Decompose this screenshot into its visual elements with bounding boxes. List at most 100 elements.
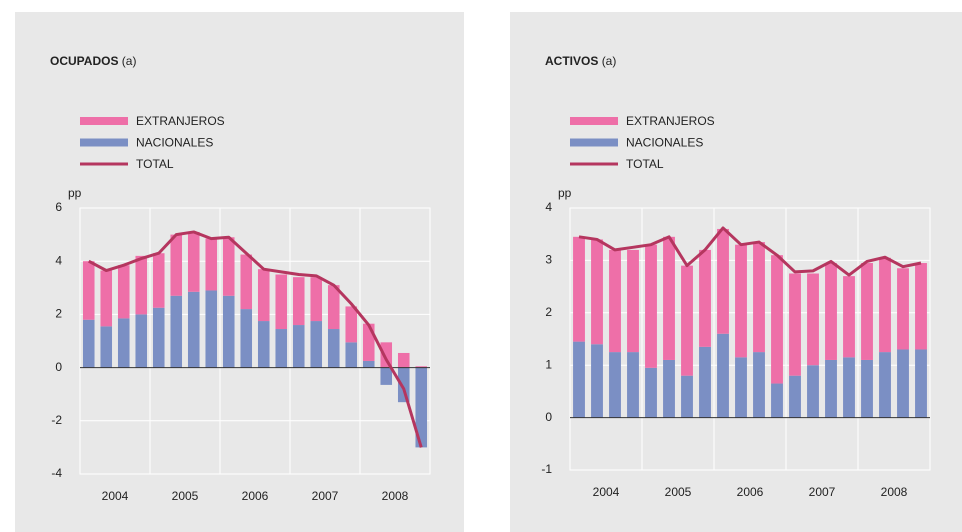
- bar: [627, 352, 639, 418]
- chart-title-main: OCUPADOS: [50, 54, 118, 68]
- bar: [152, 253, 165, 308]
- bar: [345, 306, 358, 343]
- bar: [380, 367, 393, 385]
- legend-swatch: [80, 117, 128, 125]
- bar: [735, 357, 747, 418]
- bar: [292, 277, 305, 326]
- x-tick-label: 2006: [242, 489, 269, 503]
- bar: [879, 257, 891, 353]
- y-tick-label: 6: [55, 200, 62, 214]
- chart-title-note: (a): [122, 54, 137, 68]
- bar: [753, 242, 765, 353]
- bar: [699, 346, 711, 418]
- bar: [807, 365, 819, 418]
- bar: [771, 383, 783, 418]
- bar: [717, 228, 729, 334]
- bar: [681, 375, 693, 418]
- bar: [380, 342, 393, 368]
- legend-swatch: [570, 117, 618, 125]
- bar: [573, 236, 585, 342]
- bar: [591, 239, 603, 345]
- y-tick-label: -4: [51, 466, 62, 480]
- bar: [82, 319, 95, 368]
- legend-label: NACIONALES: [136, 136, 213, 150]
- bar: [663, 236, 675, 360]
- bar: [609, 352, 621, 418]
- x-tick-label: 2005: [665, 485, 692, 499]
- bar: [861, 263, 873, 360]
- x-tick-label: 2004: [593, 485, 620, 499]
- bar: [135, 255, 148, 315]
- bar: [573, 341, 585, 418]
- bar: [753, 352, 765, 418]
- legend-label: NACIONALES: [626, 136, 703, 150]
- bar: [152, 307, 165, 368]
- x-tick-label: 2007: [809, 485, 836, 499]
- legend-label: EXTRANJEROS: [626, 114, 715, 128]
- y-axis-label: pp: [558, 186, 572, 200]
- chart-title-main: ACTIVOS: [545, 54, 598, 68]
- bar: [397, 367, 410, 403]
- bar: [170, 295, 183, 368]
- bar: [257, 269, 270, 322]
- y-tick-label: 2: [545, 305, 552, 319]
- bar: [897, 349, 909, 418]
- bar: [222, 237, 235, 296]
- bar: [275, 329, 288, 368]
- bar: [735, 244, 747, 358]
- y-tick-label: -1: [541, 462, 552, 476]
- bar: [187, 231, 200, 292]
- bar: [591, 344, 603, 418]
- bar: [681, 265, 693, 376]
- legend-swatch: [80, 138, 128, 147]
- bar: [789, 273, 801, 376]
- bar: [187, 291, 200, 368]
- bar: [663, 359, 675, 418]
- x-tick-label: 2005: [172, 489, 199, 503]
- bar: [915, 349, 927, 418]
- y-tick-label: -2: [51, 413, 62, 427]
- bar: [627, 249, 639, 353]
- bar: [771, 255, 783, 384]
- bar: [789, 375, 801, 418]
- bar: [205, 290, 218, 368]
- bar: [82, 261, 95, 320]
- bar: [825, 263, 837, 360]
- bar: [415, 366, 428, 368]
- panel: [15, 12, 464, 532]
- y-tick-label: 1: [545, 357, 552, 371]
- bar: [292, 325, 305, 368]
- bar: [100, 270, 113, 327]
- bar: [915, 263, 927, 350]
- legend-label: EXTRANJEROS: [136, 114, 225, 128]
- bar: [257, 321, 270, 368]
- bar: [240, 254, 253, 310]
- bar: [897, 268, 909, 350]
- y-tick-label: 2: [55, 307, 62, 321]
- chart-title: OCUPADOS (a): [50, 54, 136, 68]
- bar: [362, 360, 375, 368]
- bar: [310, 277, 323, 322]
- bar: [609, 249, 621, 353]
- x-tick-label: 2008: [382, 489, 409, 503]
- bar: [843, 357, 855, 418]
- bar: [327, 329, 340, 368]
- bar: [240, 309, 253, 368]
- y-axis-label: pp: [68, 186, 82, 200]
- legend-label: TOTAL: [626, 157, 664, 171]
- y-tick-label: 0: [55, 360, 62, 374]
- total-line: [88, 230, 423, 448]
- bar: [807, 273, 819, 366]
- bar: [327, 285, 340, 330]
- bar: [397, 352, 410, 368]
- bar: [879, 352, 891, 418]
- bar: [362, 323, 375, 361]
- bar: [415, 367, 428, 448]
- legend-label: TOTAL: [136, 157, 174, 171]
- legend-swatch: [570, 138, 618, 147]
- bar: [861, 359, 873, 418]
- x-tick-label: 2007: [312, 489, 339, 503]
- bar: [117, 318, 130, 368]
- y-tick-label: 4: [55, 253, 62, 267]
